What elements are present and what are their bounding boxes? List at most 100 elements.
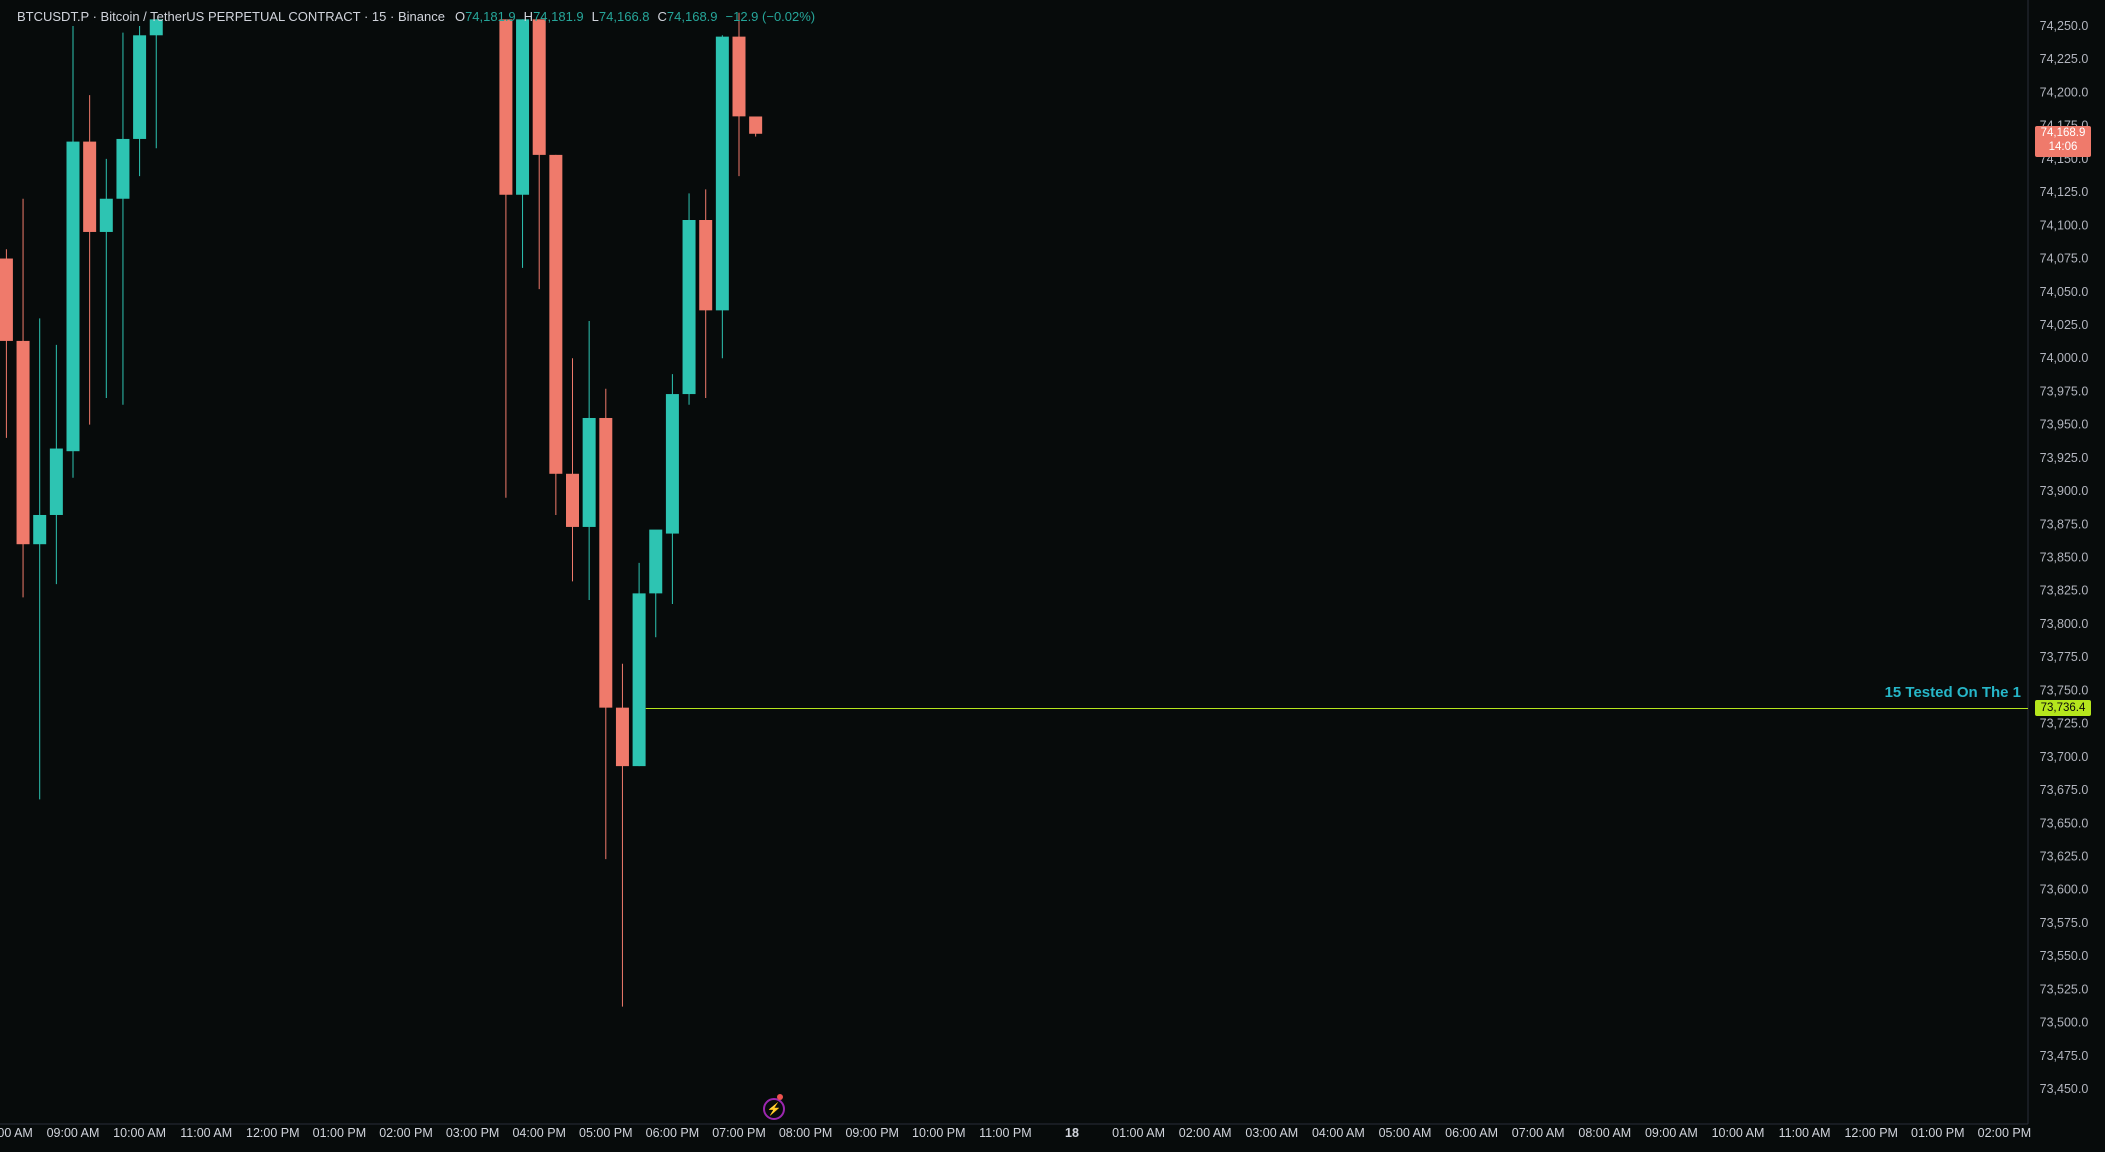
price-tick-label: 73,775.0: [2040, 650, 2089, 664]
time-tick-label: 03:00 PM: [446, 1126, 500, 1140]
low-label: L: [591, 8, 599, 24]
candle: [516, 19, 530, 268]
price-axis[interactable]: 74,250.074,225.074,200.074,175.074,150.0…: [2040, 19, 2089, 1096]
price-tick-label: 73,925.0: [2040, 451, 2089, 465]
time-tick-label: 07:00 PM: [712, 1126, 766, 1140]
candle-body: [149, 19, 163, 36]
price-tick-label: 73,675.0: [2040, 783, 2089, 797]
candle-body: [582, 417, 596, 527]
candle-body: [649, 529, 663, 594]
price-tick-label: 74,025.0: [2040, 318, 2089, 332]
price-tick-label: 73,575.0: [2040, 916, 2089, 930]
price-tick-label: 73,550.0: [2040, 949, 2089, 963]
price-tick-label: 73,700.0: [2040, 750, 2089, 764]
horizontal-line-label[interactable]: 15 Tested On The 1: [1884, 684, 2021, 702]
time-axis[interactable]: 08:00 AM 09:00 AM 10:00 AM 11:00 AM 12:00 PM…: [0, 1126, 2031, 1140]
price-tick-label: 73,725.0: [2040, 717, 2089, 731]
candle-body: [0, 258, 13, 341]
candle: [499, 19, 513, 498]
candle: [632, 562, 646, 767]
candle-body: [699, 219, 713, 311]
last-price-tag: 74,168.9 14:06: [2035, 125, 2091, 157]
price-tick-label: 73,900.0: [2040, 484, 2089, 498]
time-tick-label: 03:00 AM: [1245, 1126, 1298, 1140]
price-tick-label: 73,975.0: [2040, 384, 2089, 398]
bar-countdown: 14:06: [2048, 140, 2078, 153]
price-tick-label: 74,200.0: [2040, 85, 2089, 99]
price-tick-label: 73,750.0: [2040, 683, 2089, 697]
candle-body: [566, 473, 579, 527]
time-tick-label: 11:00 AM: [180, 1126, 232, 1140]
time-tick-label: 09:00 AM: [1645, 1126, 1698, 1140]
price-tick-label: 73,525.0: [2040, 982, 2089, 996]
time-tick-label: 01:00 PM: [1911, 1126, 1965, 1140]
candle: [682, 193, 696, 405]
candle-body: [732, 36, 746, 117]
candle-body: [749, 116, 763, 134]
open-label: O: [454, 8, 466, 24]
horizontal-line-price-tag: 73,736.4: [2035, 700, 2091, 717]
price-tick-label: 74,100.0: [2040, 218, 2089, 232]
time-tick-label: 12:00 PM: [1844, 1126, 1898, 1140]
price-tick-label: 73,950.0: [2040, 418, 2089, 432]
candle-body: [532, 19, 546, 155]
candle: [99, 158, 113, 399]
change-value: −12.9 (−0.02%): [725, 8, 816, 24]
alert-dot-icon: [777, 1094, 783, 1100]
candle: [599, 388, 613, 860]
time-tick-label: 18: [1065, 1126, 1079, 1140]
time-tick-label: 04:00 AM: [1312, 1126, 1365, 1140]
high-value: 74,181.9: [533, 8, 584, 24]
time-tick-label: 10:00 AM: [1712, 1126, 1765, 1140]
price-tick-label: 74,000.0: [2040, 351, 2089, 365]
low-value: 74,166.8: [598, 8, 650, 24]
time-tick-label: 09:00 AM: [47, 1126, 100, 1140]
time-tick-label: 08:00 PM: [779, 1126, 833, 1140]
candles-layer: [0, 12, 763, 1007]
time-tick-label: 06:00 AM: [1445, 1126, 1498, 1140]
time-tick-label: 07:00 AM: [1512, 1126, 1565, 1140]
time-tick-label: 02:00 PM: [379, 1126, 433, 1140]
candle-body: [715, 36, 729, 311]
symbol-title[interactable]: BTCUSDT.P · Bitcoin / TetherUS PERPETUAL…: [17, 8, 445, 24]
time-tick-label: 02:00 AM: [1179, 1126, 1232, 1140]
price-tick-label: 73,650.0: [2040, 816, 2089, 830]
candle-body: [516, 19, 530, 195]
time-tick-label: 10:00 PM: [912, 1126, 966, 1140]
open-value: 74,181.9: [465, 8, 516, 24]
price-tick-label: 73,500.0: [2040, 1016, 2089, 1030]
candle: [749, 116, 763, 137]
candle: [549, 154, 563, 515]
candle: [33, 318, 47, 800]
candle: [699, 189, 713, 399]
candle: [532, 19, 546, 290]
candle-body: [549, 154, 563, 474]
price-tick-label: 74,075.0: [2040, 252, 2089, 266]
candle: [66, 26, 80, 478]
candle-body: [499, 19, 513, 195]
price-tick-label: 73,600.0: [2040, 883, 2089, 897]
candle-body: [99, 198, 113, 232]
candle: [665, 374, 679, 605]
candle-body: [599, 417, 613, 708]
price-tick-label: 73,450.0: [2040, 1082, 2089, 1096]
candle: [649, 529, 663, 638]
time-tick-label: 04:00 PM: [512, 1126, 566, 1140]
lightning-alert-icon[interactable]: ⚡: [763, 1098, 785, 1120]
candle-body: [33, 514, 47, 545]
price-tick-label: 73,825.0: [2040, 584, 2089, 598]
time-tick-label: 12:00 PM: [246, 1126, 300, 1140]
candle: [715, 35, 729, 359]
close-value: 74,168.9: [666, 8, 718, 24]
candle-body: [116, 138, 130, 199]
time-tick-label: 05:00 PM: [579, 1126, 633, 1140]
candle-body: [682, 219, 696, 395]
time-tick-label: 05:00 AM: [1379, 1126, 1432, 1140]
price-tick-label: 74,050.0: [2040, 285, 2089, 299]
price-tick-label: 73,475.0: [2040, 1049, 2089, 1063]
candle: [615, 663, 629, 1007]
time-tick-label: 08:00 AM: [0, 1126, 33, 1140]
candle-body: [133, 35, 147, 139]
time-tick-label: 08:00 AM: [1578, 1126, 1631, 1140]
